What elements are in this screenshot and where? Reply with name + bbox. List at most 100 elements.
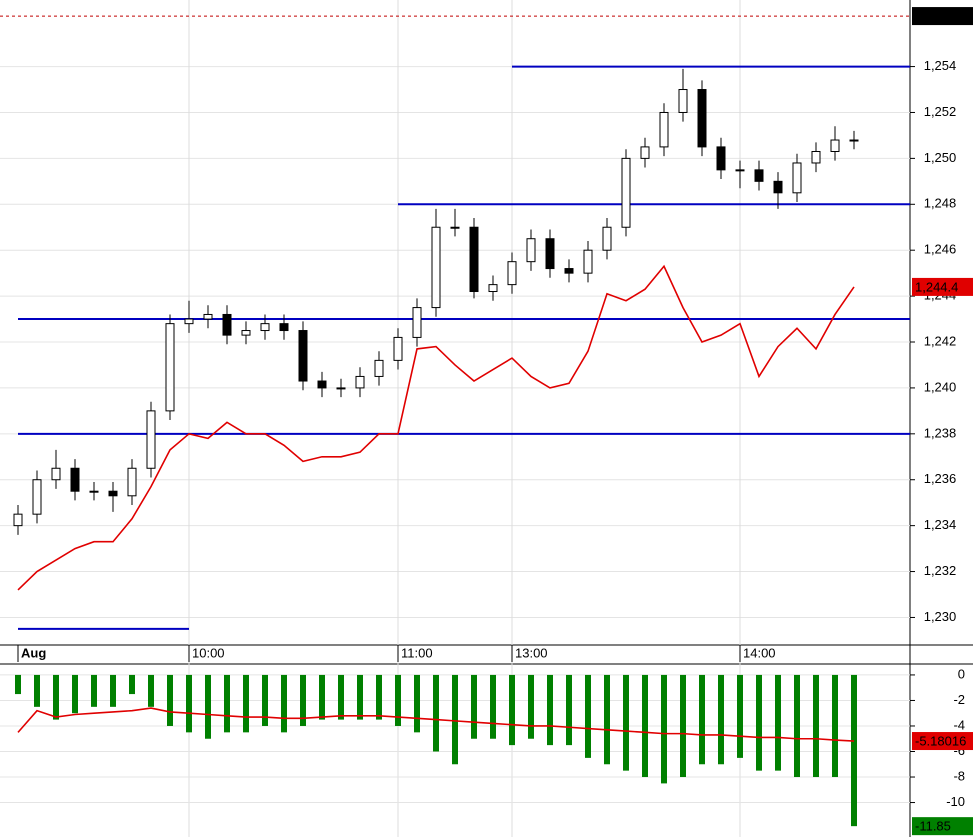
y-tick-label: 1,232 [924, 563, 957, 578]
bar [72, 674, 78, 714]
candle-body [716, 146, 726, 171]
candle-body [640, 146, 650, 159]
value-label-box [912, 277, 973, 296]
value-label: -5.18016 [915, 733, 966, 748]
y-tick-label: 1,252 [924, 104, 957, 119]
y-tick-label: -4 [953, 717, 965, 732]
y-tick-label: -2 [953, 692, 965, 707]
y-tick-label: 1,250 [924, 150, 957, 165]
line-series [17, 707, 855, 742]
candle-body [89, 490, 99, 493]
bar [775, 674, 781, 771]
y-tick-label: 1,234 [924, 517, 957, 532]
candle-body [317, 380, 327, 389]
candle-body [773, 180, 783, 194]
candle-body [203, 313, 213, 320]
bar [224, 674, 230, 733]
x-tick-label: Aug [21, 645, 46, 660]
bar [15, 674, 21, 695]
candle-body [374, 359, 384, 377]
candle-body [336, 387, 346, 390]
bar [414, 674, 420, 733]
candle-body [526, 238, 536, 263]
x-tick-label: 10:00 [192, 645, 225, 660]
candle-body [241, 330, 251, 336]
bar [680, 674, 686, 778]
candle-body [127, 467, 137, 497]
candle-body [735, 169, 745, 172]
bar [471, 674, 477, 739]
y-tick-label: 0 [958, 666, 965, 681]
value-label: -11.85 [915, 819, 951, 834]
y-tick-label: 1,242 [924, 333, 957, 348]
candle-body [108, 490, 118, 497]
bar [737, 674, 743, 758]
bar [129, 674, 135, 695]
candle-body [279, 323, 289, 332]
bar [281, 674, 287, 733]
candle-body [393, 336, 403, 361]
bar [661, 674, 667, 784]
y-tick-label: 1,246 [924, 242, 957, 257]
bar [376, 674, 382, 720]
value-label-box [912, 7, 973, 26]
bar [110, 674, 116, 707]
bar [91, 674, 97, 707]
bar [832, 674, 838, 778]
bar [547, 674, 553, 746]
bar [851, 674, 857, 827]
candle-body [298, 330, 308, 382]
y-tick-label: 1,238 [924, 425, 957, 440]
candle-body [602, 226, 612, 251]
bar [338, 674, 344, 720]
candle-body [583, 249, 593, 274]
value-label-box [912, 817, 973, 836]
candle-body [51, 467, 61, 481]
bar [585, 674, 591, 758]
bar [718, 674, 724, 765]
candle-body [697, 89, 707, 148]
bar [357, 674, 363, 720]
bar [300, 674, 306, 726]
bar [813, 674, 819, 778]
bar [642, 674, 648, 778]
candle-body [564, 268, 574, 274]
bar [53, 674, 59, 720]
bar [699, 674, 705, 765]
bar [528, 674, 534, 739]
candle-body [621, 157, 631, 228]
candle-body [830, 139, 840, 152]
y-tick-label: 1,236 [924, 471, 957, 486]
bar [794, 674, 800, 778]
bar [34, 674, 40, 707]
candle-body [469, 226, 479, 293]
bar [490, 674, 496, 739]
bar [756, 674, 762, 771]
candle-body [260, 323, 270, 332]
bar [205, 674, 211, 739]
candle-body [412, 307, 422, 338]
y-tick-label: 1,254 [924, 58, 957, 73]
y-tick-label: 1,230 [924, 609, 957, 624]
candle-body [222, 313, 232, 336]
candle-body [792, 162, 802, 194]
candle-body [849, 139, 859, 142]
bar [433, 674, 439, 752]
y-tick-label: -10 [946, 794, 965, 809]
bar [319, 674, 325, 720]
bar [623, 674, 629, 771]
bar [148, 674, 154, 707]
value-label: 1,244.4 [915, 279, 958, 294]
bar [262, 674, 268, 726]
value-label-box [912, 732, 973, 751]
candle-body [32, 479, 42, 515]
candle-body [184, 318, 194, 325]
y-tick-label: 1,240 [924, 379, 957, 394]
value-label: 1,256.2 [915, 9, 958, 24]
candle-body [13, 513, 23, 527]
candle-body [754, 169, 764, 182]
candle-body [488, 284, 498, 293]
candle-body [146, 410, 156, 469]
